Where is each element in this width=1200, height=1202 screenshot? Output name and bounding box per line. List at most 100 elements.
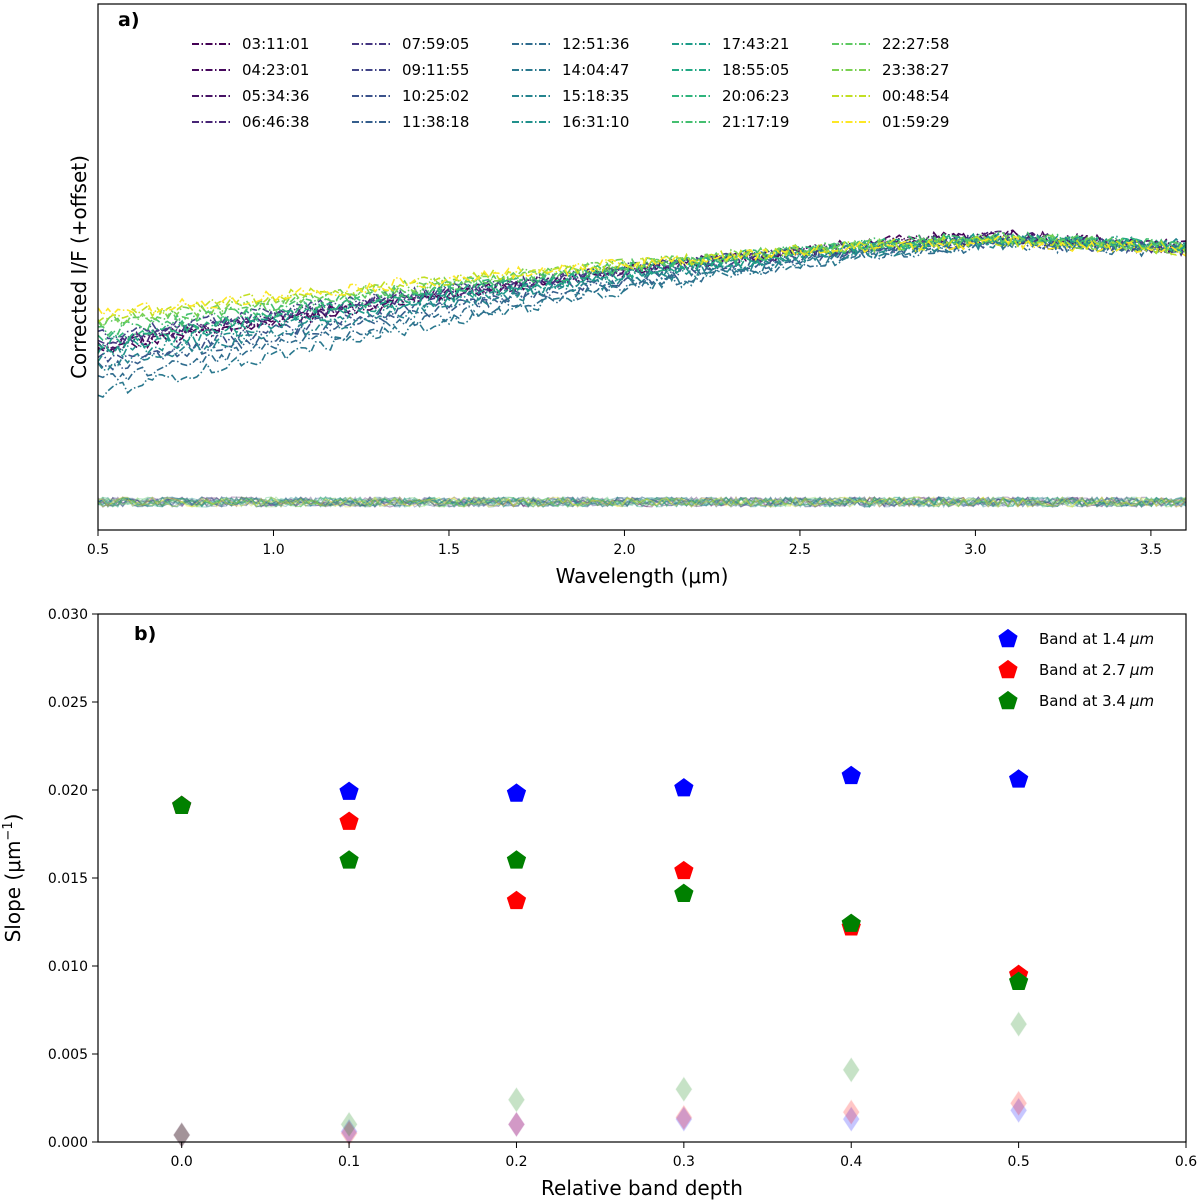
x-tick-label-b-6: 0.6 [1175,1154,1197,1170]
point-Band at 1.4-0.3 [674,778,694,797]
residual-line-21:17:19 [97,496,1187,508]
residual-line-16:31:10 [97,496,1187,509]
point-Band at 2.7-0.1 [339,811,359,830]
legend-label-Band at 1.4: Band at 1.4 μm [1039,630,1154,648]
spectrum-line-06:46:38 [97,230,1187,350]
residual-line-14:04:47 [97,495,1187,509]
y-tick-label-b-0: 0.000 [48,1135,88,1151]
panel-a-legend: 03:11:01 04:23:01 05:34:36 06:46:38 07:59:05… [192,35,949,131]
uncertainty-marker-Band at 3.4-0.1 [340,1111,358,1138]
residual-line-12:51:36 [98,496,1187,509]
legend-text-Band at 2.7: Band at 2.7 [1039,661,1126,679]
panel-a-label: a) [118,9,140,31]
panel-a-axes-frame [97,3,1187,531]
legend-label-22:27:58: 22:27:58 [882,35,949,53]
point-Band at 1.4-0.4 [841,765,861,785]
residual-line-20:06:23 [97,495,1187,508]
residual-line-03:11:01 [97,495,1187,508]
y-tick-label-b-6: 0.030 [48,607,88,623]
residual-line-15:18:35 [97,496,1187,508]
legend-label-05:34:36: 05:34:36 [242,87,309,105]
residual-line-06:46:38 [97,495,1187,508]
residual-line-07:59:05 [97,496,1187,509]
spectrum-line-18:55:05 [97,232,1187,349]
spectrum-line-01:59:29 [97,235,1187,317]
x-tick-label-a-0: 0.5 [87,542,109,558]
point-Band at 1.4-0.2 [506,783,527,802]
legend-label-Band at 3.4: Band at 3.4 μm [1039,692,1154,710]
residual-line-22:27:58 [97,496,1187,508]
legend-label-15:18:35: 15:18:35 [562,87,629,105]
legend-label-06:46:38: 06:46:38 [242,113,309,131]
point-Band at 3.4-0.4 [841,913,861,932]
spectrum-line-22:27:58 [97,231,1187,330]
legend-label-17:43:21: 17:43:21 [722,35,789,53]
spectrum-line-00:48:54 [97,235,1187,323]
spectrum-line-14:04:47 [97,236,1187,398]
legend-unit-Band at 2.7: μm [1129,661,1154,679]
x-tick-label-a-6: 3.5 [1140,542,1162,558]
spectrum-line-05:34:36 [97,231,1187,351]
legend-label-Band at 2.7: Band at 2.7 μm [1039,661,1154,679]
legend-unit-Band at 1.4: μm [1129,630,1154,648]
legend-label-23:38:27: 23:38:27 [882,61,949,79]
uncertainty-marker-Band at 1.4-0.2 [507,1111,526,1138]
x-tick-label-b-2: 0.2 [505,1154,527,1170]
legend-label-12:51:36: 12:51:36 [562,35,629,53]
legend-marker-Band at 3.4 [998,690,1018,710]
point-Band at 3.4-0 [172,795,192,814]
legend-label-18:55:05: 18:55:05 [722,61,789,79]
x-tick-label-b-4: 0.4 [840,1154,862,1170]
y-tick-label-b-4: 0.020 [48,783,88,799]
y-tick-label-b-5: 0.025 [48,695,88,711]
legend-label-07:59:05: 07:59:05 [402,35,469,53]
panel-a-series-lines [97,229,1187,398]
spectrum-line-17:43:21 [97,232,1187,356]
x-tick-label-a-4: 2.5 [789,542,811,558]
uncertainty-marker-Band at 2.7-0.3 [675,1104,693,1131]
legend-text-Band at 3.4: Band at 3.4 [1039,692,1126,710]
residual-line-01:59:29 [97,495,1187,509]
legend-text-Band at 1.4: Band at 1.4 [1039,630,1126,648]
point-Band at 2.7-0.2 [506,890,527,910]
x-tick-label-b-1: 0.1 [338,1154,360,1170]
panel-b-axes-frame [97,613,1187,1143]
residual-line-18:55:05 [97,495,1187,508]
residual-line-04:23:01 [97,495,1187,509]
residual-line-10:25:02 [97,495,1187,509]
panel-a-y-axis-label: Corrected I/F (+offset) [67,155,91,379]
legend-label-20:06:23: 20:06:23 [722,87,789,105]
panel-b-label: b) [134,623,156,645]
panel-a-x-axis-label: Wavelength (μm) [556,564,729,588]
point-Band at 3.4-0.3 [674,883,694,902]
x-tick-label-b-0: 0.0 [171,1154,193,1170]
uncertainty-marker-Band at 1.4-0.4 [842,1106,860,1133]
legend-label-14:04:47: 14:04:47 [562,61,629,79]
legend-marker-Band at 2.7 [998,659,1018,679]
x-tick-label-a-2: 1.5 [438,542,460,558]
panel-b-y-axis-label-sup: −1 [1,821,16,840]
legend-label-11:38:18: 11:38:18 [402,113,469,131]
residual-line-05:34:36 [97,496,1187,508]
legend-label-10:25:02: 10:25:02 [402,87,469,105]
uncertainty-marker-Band at 3.4-0.2 [507,1086,526,1113]
spectrum-line-11:38:18 [97,235,1187,371]
panel-b-x-axis-label: Relative band depth [541,1176,743,1200]
legend-label-04:23:01: 04:23:01 [242,61,309,79]
x-tick-label-a-5: 3.0 [964,542,986,558]
uncertainty-marker-Band at 3.4-0.5 [1010,1011,1028,1037]
point-Band at 1.4-0.1 [339,781,359,800]
residual-line-09:11:55 [97,496,1187,508]
panel-b-scatter: 0.0 0.1 0.2 0.3 0.4 0.5 0.6 0.0000.0050.0100.0… [1,607,1197,1200]
point-Band at 3.4-0.1 [339,850,359,869]
residual-line-00:48:54 [97,496,1187,508]
uncertainty-marker-Band at 1.4-0.3 [675,1106,693,1133]
panel-a-residual-lines [97,495,1187,509]
legend-label-00:48:54: 00:48:54 [882,87,949,105]
x-tick-label-a-1: 1.0 [262,542,284,558]
panel-b-y-axis-label-main: Slope (μm [1,841,25,943]
panel-a-spectra: 0.5 1.0 1.5 2.0 2.5 3.0 3.5 a) Wavelength (μm)… [67,3,1187,588]
y-tick-label-b-1: 0.005 [48,1047,88,1063]
panel-b-y-axis-label-close: ) [1,814,25,822]
